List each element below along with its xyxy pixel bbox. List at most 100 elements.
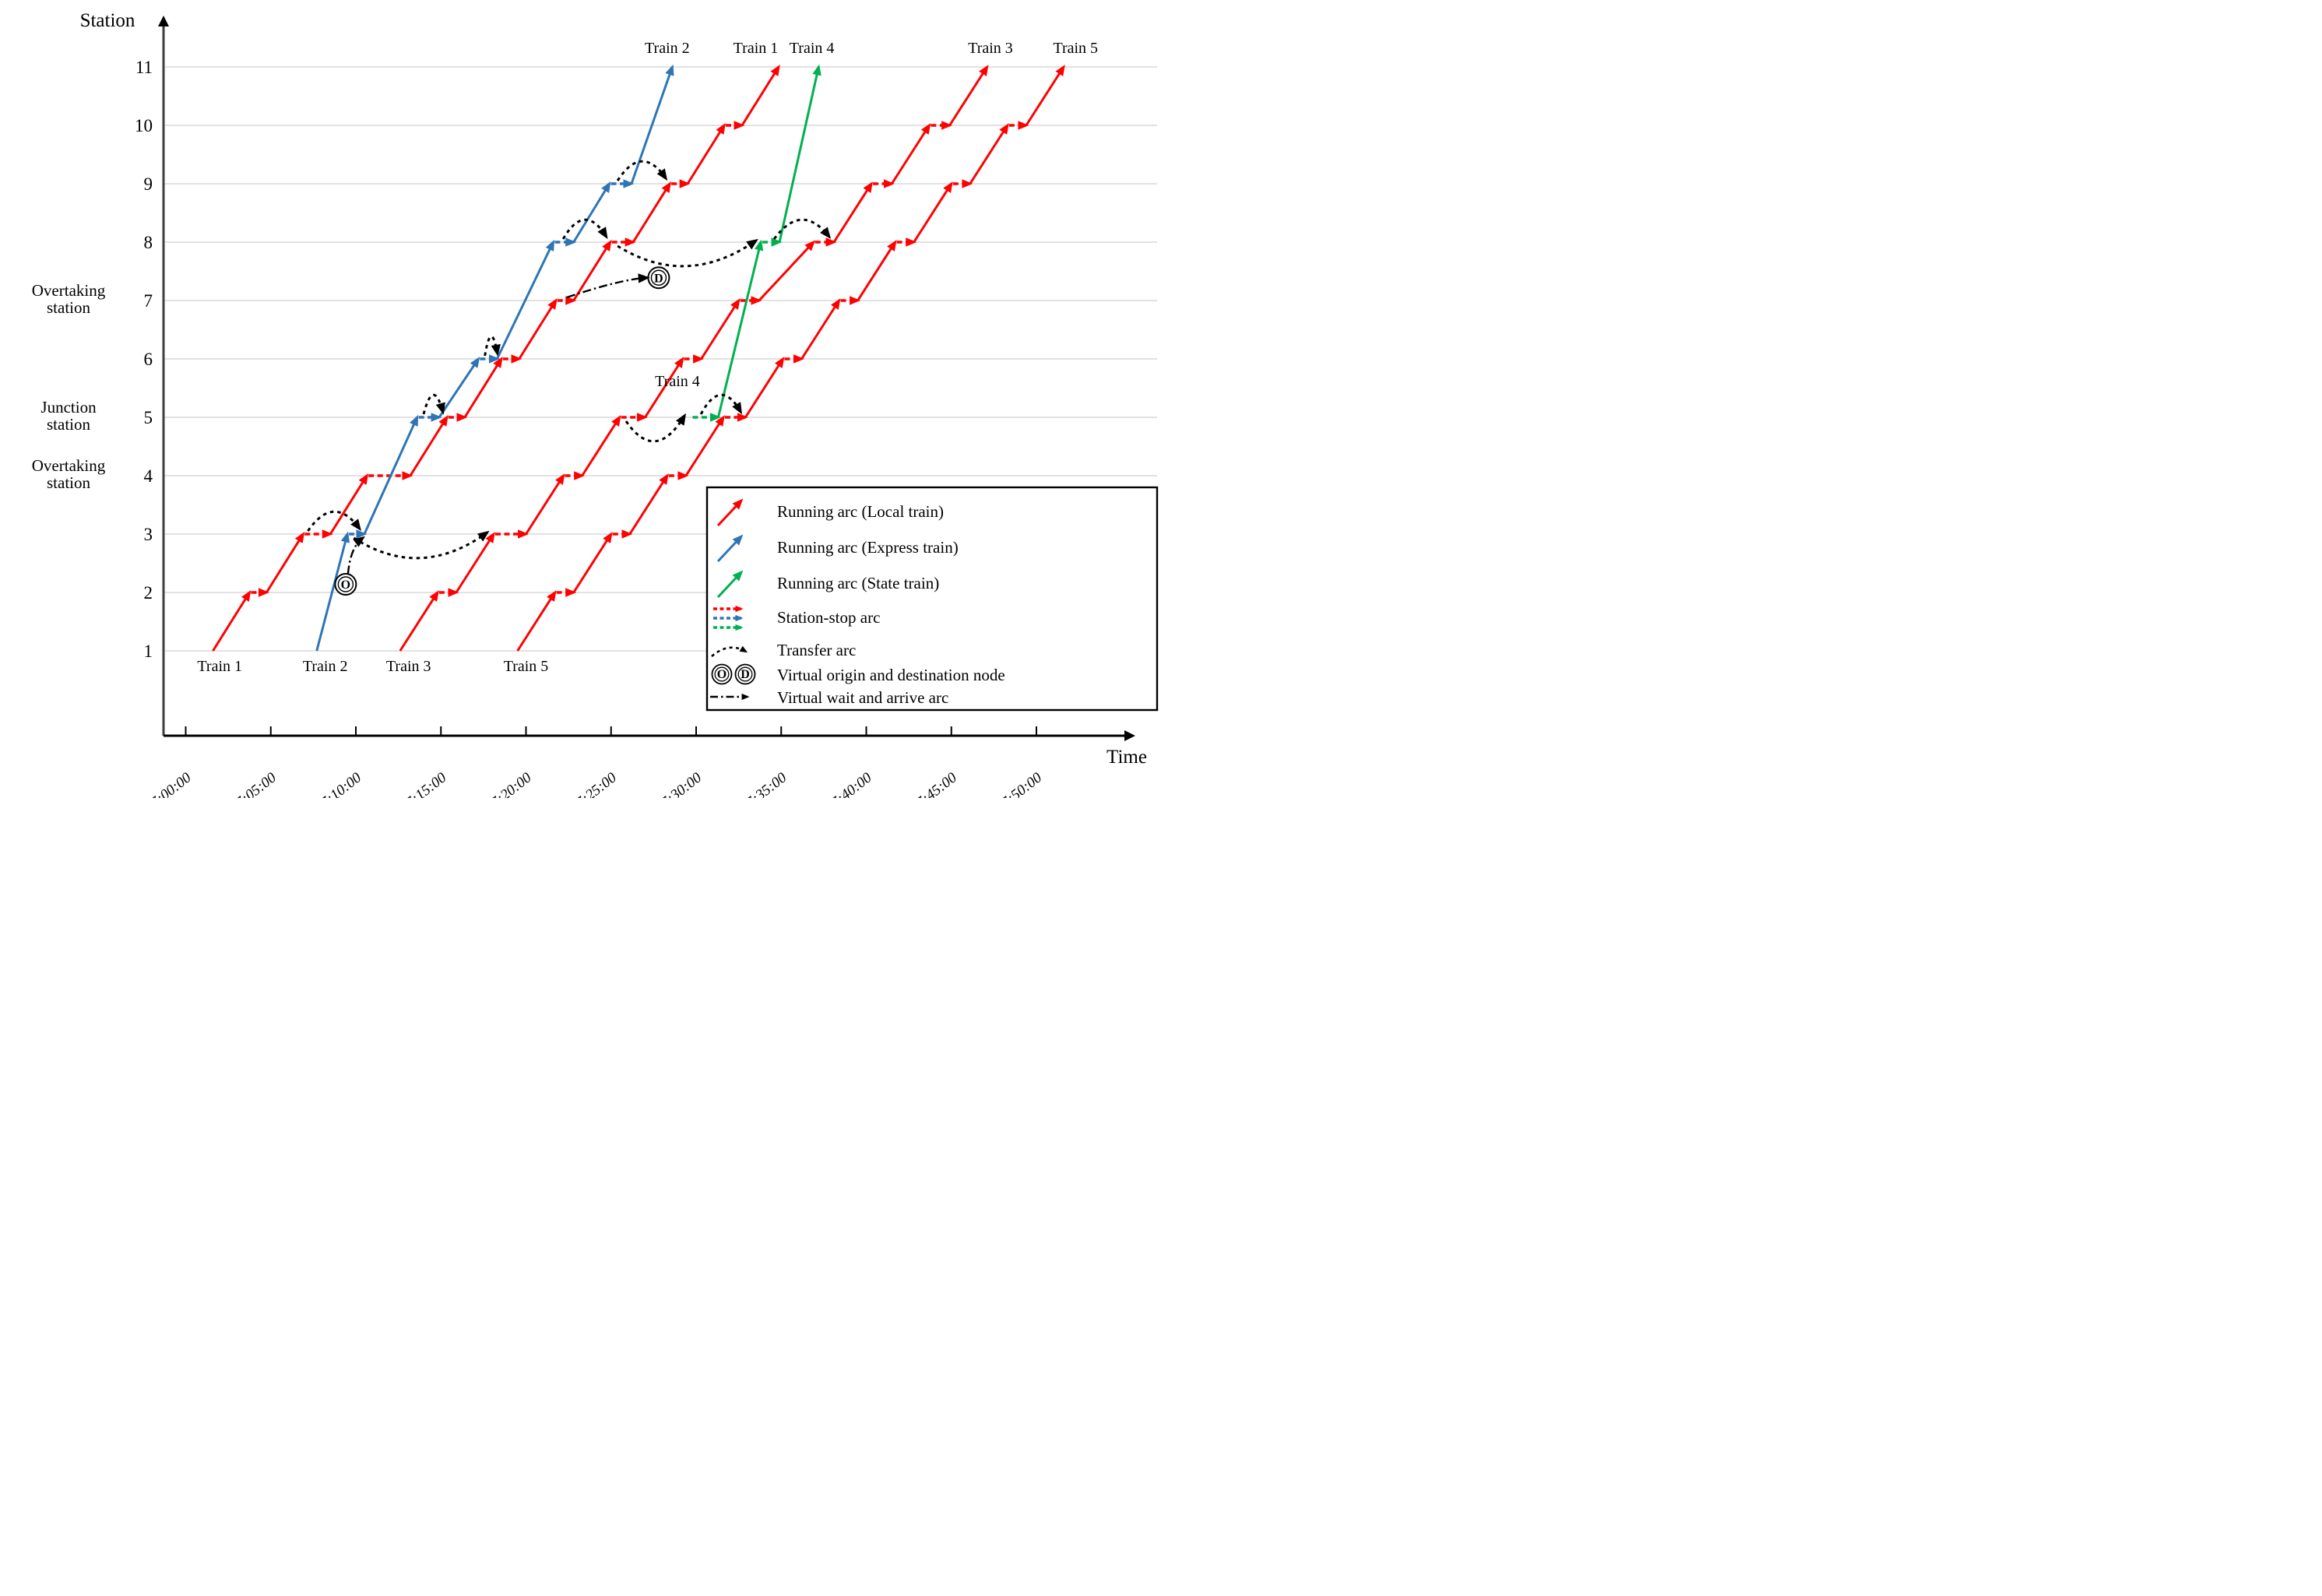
legend: Running arc (Local train) Running arc (Ex…: [705, 486, 1159, 712]
od-node-icon: D: [741, 668, 750, 681]
running-arc: [463, 357, 503, 418]
train-origin-label: Train 5: [504, 658, 549, 675]
time-tick-label: 07:35:00: [737, 769, 790, 798]
time-tick-label: 07:30:00: [652, 769, 705, 798]
running-arc: [778, 64, 821, 243]
transfer-arc-Train1-to-Train2: [307, 510, 361, 532]
running-arc: [572, 181, 611, 243]
running-arc: [518, 298, 558, 360]
train-top-label: Train 3: [968, 40, 1013, 57]
virtual-nodes-and-arcs: OD: [334, 266, 670, 596]
time-tick-label: 07:45:00: [907, 769, 960, 798]
running-arc: [1025, 65, 1065, 126]
train-top-label: Train 5: [1053, 40, 1098, 57]
running-arc: [329, 473, 369, 535]
time-tick-label: 07:10:00: [311, 769, 364, 798]
station-tick-label-4: 4: [144, 466, 153, 486]
virtual-node-glyph: O: [341, 578, 350, 592]
transfer-arc-Train2-to-Train3: [353, 530, 490, 560]
running-arc: [438, 357, 480, 418]
running-arc: [572, 240, 612, 301]
running-arc: [948, 65, 989, 126]
transfer-arc-Train2-to-Train1: [561, 218, 608, 240]
train-name-labels: Train 4 Train 4: [655, 40, 834, 390]
transfer-arc-Train4-to-Train3: [772, 218, 832, 240]
station-tick-label-5: 5: [144, 408, 153, 427]
time-tick-label: 07:15:00: [397, 769, 450, 798]
running-arc: [455, 532, 495, 593]
x-axis-arrow-icon: [1124, 730, 1135, 741]
train-origin-label: Train 1: [197, 658, 242, 675]
virtual-arrive-arc: [566, 273, 650, 299]
transfer-arc-Train2-to-Train1: [422, 393, 445, 415]
train-path-train-4: Train 4 Train 4: [655, 40, 834, 422]
running-arc: [832, 181, 873, 243]
station-annotation-line: station: [47, 298, 90, 317]
station-tick-label-7: 7: [144, 291, 153, 311]
legend-box: [705, 486, 1159, 712]
running-arc: [969, 123, 1009, 185]
time-tick-label: 07:50:00: [992, 769, 1045, 798]
train-name-labels: Train 5 Train 5: [504, 40, 1098, 675]
virtual-wait-arc: [347, 536, 365, 575]
train-timetable-figure: Station Time 1 2 3 4 5 6 7 8 9 10 11 Overtaking statio…: [0, 0, 1161, 798]
destination-node: D: [647, 266, 670, 290]
station-annotation-line: Overtaking: [32, 281, 106, 300]
running-arc: [496, 239, 554, 360]
running-arc: [212, 590, 252, 652]
running-arc: [628, 473, 669, 535]
time-tick-label: 07:05:00: [227, 769, 280, 798]
running-arc: [516, 590, 557, 652]
running-arc: [630, 64, 674, 185]
running-arc: [266, 532, 305, 593]
transfer-arcs: [307, 160, 832, 560]
x-axis-title: Time: [1106, 747, 1147, 768]
running-arc: [700, 298, 741, 360]
legend-row-4: Station-stop arc: [713, 605, 880, 631]
running-arc: [758, 240, 816, 302]
station-annotation-line: station: [47, 415, 90, 434]
y-axis-title: Station: [80, 10, 135, 31]
running-arc: [684, 415, 725, 476]
station-tick-label-10: 10: [135, 116, 153, 135]
legend-label: Running arc (State train): [777, 574, 939, 592]
run-state-arrow: [716, 570, 744, 599]
station-tick-label-8: 8: [144, 233, 153, 252]
running-arc: [744, 357, 785, 418]
running-arc: [525, 473, 565, 535]
transfer-arc-Train4-to-Train5: [699, 393, 743, 415]
legend-label: Transfer arc: [777, 641, 856, 659]
timetable-chart: StationTime1234567891011Overtakingstatio…: [32, 10, 1159, 798]
virtual-node-glyph: D: [654, 272, 663, 285]
station-tick-label-6: 6: [144, 350, 153, 369]
legend-label: Virtual origin and destination node: [777, 666, 1005, 684]
running-arc: [857, 240, 897, 301]
run-local-arrow: [716, 498, 744, 527]
run-express-arrow: [716, 534, 744, 563]
train-origin-label: Train 3: [386, 658, 431, 675]
running-arc: [399, 590, 439, 652]
running-arc: [363, 414, 419, 535]
running-arc: [409, 415, 449, 476]
legend-row-1: Running arc (Local train): [716, 498, 944, 527]
transfer-arc-icon: [711, 645, 748, 657]
legend-label: Running arc (Local train): [777, 502, 944, 521]
legend-row-5: Transfer arc: [711, 641, 856, 659]
train-top-label: Train 2: [645, 40, 690, 57]
train-path-train-1: Train 1 Train 1: [197, 40, 780, 675]
station-annotation-line: Overtaking: [32, 456, 106, 475]
train-name-labels: Train 3 Train 3: [386, 40, 1013, 675]
axes: Station Time: [80, 10, 1147, 768]
time-tick-label: 07:00:00: [142, 769, 195, 798]
od-node-icon: O: [717, 668, 727, 681]
legend-label: Station-stop arc: [777, 608, 880, 627]
running-arc: [572, 532, 613, 593]
time-tick-label: 07:20:00: [482, 769, 535, 798]
time-axis-ticks: 07:00:00 07:05:00 07:10:00 07:15:00 07:20:00…: [142, 726, 1045, 798]
transfer-arc-Train3-to-Train4: [624, 413, 687, 443]
running-arc: [644, 357, 684, 418]
running-arc: [891, 123, 931, 185]
train-origin-label: Train 4: [655, 373, 700, 390]
